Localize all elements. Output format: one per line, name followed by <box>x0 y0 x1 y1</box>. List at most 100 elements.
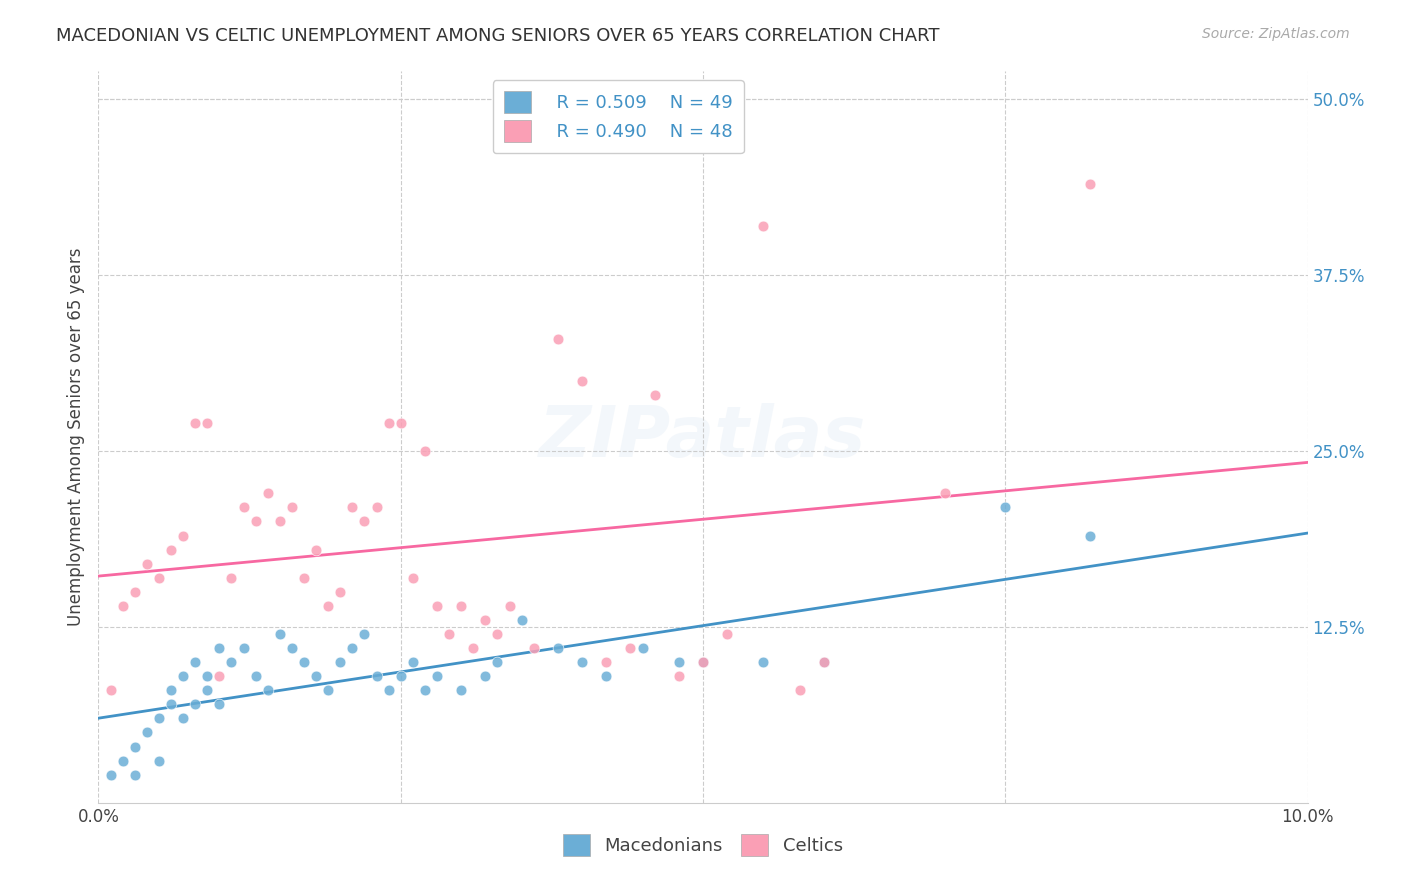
Point <box>353 627 375 641</box>
Point <box>172 669 194 683</box>
Point <box>208 698 231 712</box>
Point <box>353 515 375 529</box>
Text: Source: ZipAtlas.com: Source: ZipAtlas.com <box>1202 27 1350 41</box>
Point <box>184 698 207 712</box>
Point <box>316 599 339 613</box>
Point <box>474 669 496 683</box>
Point <box>160 698 183 712</box>
Point <box>292 571 315 585</box>
Point <box>281 641 304 656</box>
Point <box>184 416 207 430</box>
Point <box>366 669 388 683</box>
Point <box>377 416 399 430</box>
Point <box>1078 528 1101 542</box>
Point <box>389 416 412 430</box>
Point <box>245 669 267 683</box>
Point <box>195 683 218 698</box>
Point <box>184 655 207 669</box>
Point <box>547 332 569 346</box>
Point <box>934 486 956 500</box>
Point <box>523 641 546 656</box>
Point <box>377 683 399 698</box>
Point <box>692 655 714 669</box>
Point <box>571 374 593 388</box>
Point <box>668 669 690 683</box>
Point <box>571 655 593 669</box>
Point <box>402 655 425 669</box>
Text: ZIPatlas: ZIPatlas <box>540 402 866 472</box>
Point <box>329 655 352 669</box>
Point <box>486 627 509 641</box>
Point <box>100 683 122 698</box>
Point <box>232 641 254 656</box>
Point <box>752 219 775 233</box>
Point <box>450 599 472 613</box>
Point <box>426 669 449 683</box>
Point <box>474 613 496 627</box>
Point <box>366 500 388 515</box>
Point <box>172 711 194 725</box>
Point <box>111 599 134 613</box>
Point <box>281 500 304 515</box>
Point <box>498 599 520 613</box>
Point <box>789 683 811 698</box>
Point <box>256 486 278 500</box>
Point <box>124 767 146 781</box>
Point <box>813 655 835 669</box>
Point <box>644 388 666 402</box>
Point <box>148 571 170 585</box>
Point <box>463 641 485 656</box>
Point <box>292 655 315 669</box>
Point <box>305 669 328 683</box>
Point <box>148 711 170 725</box>
Point <box>221 655 243 669</box>
Point <box>160 683 183 698</box>
Point <box>208 641 231 656</box>
Point <box>413 444 436 458</box>
Point <box>342 641 364 656</box>
Point <box>232 500 254 515</box>
Point <box>160 542 183 557</box>
Point <box>195 416 218 430</box>
Point <box>124 739 146 754</box>
Point <box>124 584 146 599</box>
Point <box>342 500 364 515</box>
Point <box>813 655 835 669</box>
Point <box>595 655 617 669</box>
Point <box>547 641 569 656</box>
Point <box>316 683 339 698</box>
Point <box>305 542 328 557</box>
Point <box>486 655 509 669</box>
Legend: Macedonians, Celtics: Macedonians, Celtics <box>553 823 853 867</box>
Point <box>692 655 714 669</box>
Point <box>389 669 412 683</box>
Point <box>752 655 775 669</box>
Point <box>269 627 291 641</box>
Point <box>668 655 690 669</box>
Y-axis label: Unemployment Among Seniors over 65 years: Unemployment Among Seniors over 65 years <box>66 248 84 626</box>
Point <box>413 683 436 698</box>
Point <box>510 613 533 627</box>
Text: MACEDONIAN VS CELTIC UNEMPLOYMENT AMONG SENIORS OVER 65 YEARS CORRELATION CHART: MACEDONIAN VS CELTIC UNEMPLOYMENT AMONG … <box>56 27 939 45</box>
Point <box>195 669 218 683</box>
Point <box>256 683 278 698</box>
Point <box>148 754 170 768</box>
Point <box>716 627 738 641</box>
Point <box>245 515 267 529</box>
Point <box>450 683 472 698</box>
Point <box>100 767 122 781</box>
Point <box>269 515 291 529</box>
Point <box>135 725 157 739</box>
Point <box>402 571 425 585</box>
Point <box>329 584 352 599</box>
Point <box>426 599 449 613</box>
Point <box>111 754 134 768</box>
Point <box>619 641 641 656</box>
Point <box>221 571 243 585</box>
Point <box>208 669 231 683</box>
Point <box>595 669 617 683</box>
Point <box>1078 177 1101 191</box>
Point <box>135 557 157 571</box>
Point <box>437 627 460 641</box>
Point <box>631 641 654 656</box>
